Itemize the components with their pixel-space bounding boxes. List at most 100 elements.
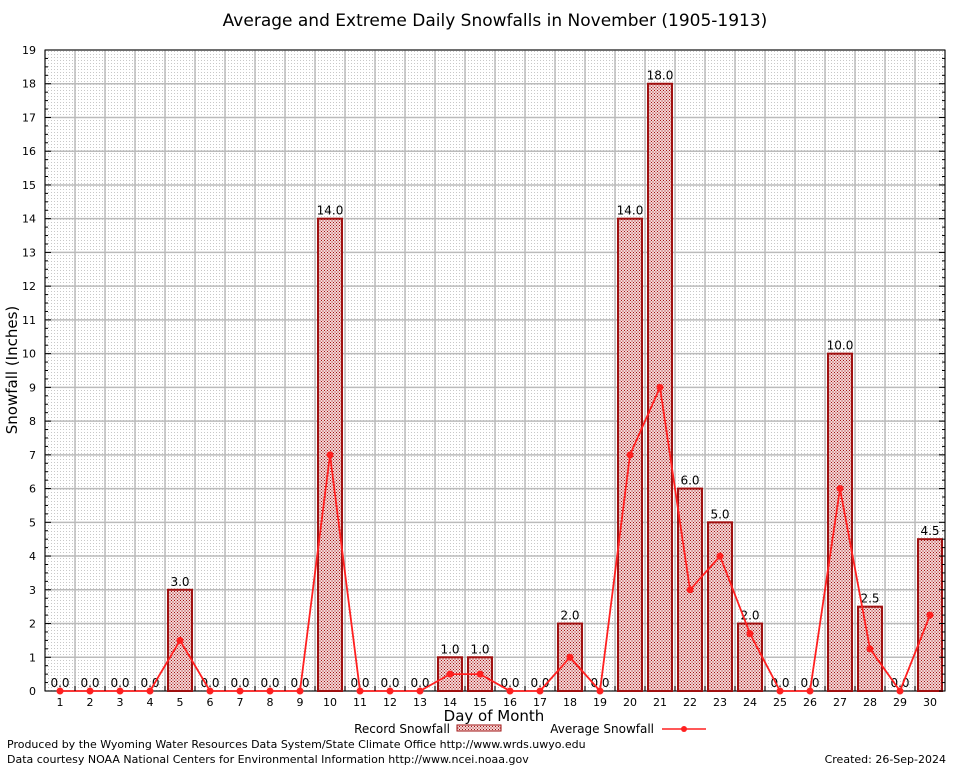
average-point-day-28 bbox=[866, 645, 874, 653]
footer-produced: Produced by the Wyoming Water Resources … bbox=[7, 738, 586, 751]
y-tick-label: 6 bbox=[29, 483, 36, 496]
bar-data-label: 1.0 bbox=[440, 642, 459, 656]
x-tick-label: 9 bbox=[297, 696, 304, 709]
legend-record-swatch bbox=[456, 724, 502, 732]
x-tick-label: 30 bbox=[923, 696, 937, 709]
bar-record-day-23 bbox=[707, 521, 733, 692]
average-point-day-14 bbox=[446, 670, 454, 678]
x-tick-label: 18 bbox=[563, 696, 577, 709]
average-point-day-12 bbox=[386, 687, 394, 695]
average-point-day-15 bbox=[476, 670, 484, 678]
x-tick-label: 24 bbox=[743, 696, 757, 709]
bar-data-label: 6.0 bbox=[680, 474, 699, 488]
average-point-day-13 bbox=[416, 687, 424, 695]
average-point-day-27 bbox=[836, 485, 844, 493]
x-tick-label: 21 bbox=[653, 696, 667, 709]
bar-data-label: 3.0 bbox=[170, 575, 189, 589]
y-tick-label: 9 bbox=[29, 381, 36, 394]
average-point-day-8 bbox=[266, 687, 274, 695]
bar-data-label: 0.0 bbox=[140, 676, 159, 690]
bar-data-label: 0.0 bbox=[380, 676, 399, 690]
y-tick-label: 15 bbox=[22, 179, 36, 192]
x-tick-label: 3 bbox=[117, 696, 124, 709]
y-tick-label: 13 bbox=[22, 246, 36, 259]
average-point-day-16 bbox=[506, 687, 514, 695]
bar-data-label: 0.0 bbox=[800, 676, 819, 690]
average-point-day-1 bbox=[56, 687, 64, 695]
y-tick-label: 14 bbox=[22, 213, 36, 226]
bar-data-label: 0.0 bbox=[260, 676, 279, 690]
x-tick-label: 19 bbox=[593, 696, 607, 709]
average-point-day-7 bbox=[236, 687, 244, 695]
bar-data-label: 0.0 bbox=[230, 676, 249, 690]
bar-record-day-27 bbox=[827, 352, 853, 692]
bar-data-label: 0.0 bbox=[500, 676, 519, 690]
bar-data-label: 0.0 bbox=[80, 676, 99, 690]
bar-data-label: 18.0 bbox=[647, 69, 674, 83]
bar-record-day-20 bbox=[617, 217, 643, 692]
x-tick-label: 2 bbox=[87, 696, 94, 709]
bar-data-label: 0.0 bbox=[350, 676, 369, 690]
x-tick-label: 15 bbox=[473, 696, 487, 709]
x-tick-label: 12 bbox=[383, 696, 397, 709]
y-tick-label: 0 bbox=[29, 685, 36, 698]
average-point-day-9 bbox=[296, 687, 304, 695]
legend: Record Snowfall Average Snowfall bbox=[354, 722, 706, 736]
average-point-day-29 bbox=[896, 687, 904, 695]
x-tick-label: 23 bbox=[713, 696, 727, 709]
y-tick-label: 18 bbox=[22, 78, 36, 91]
bar-data-label: 0.0 bbox=[770, 676, 789, 690]
chart-title: Average and Extreme Daily Snowfalls in N… bbox=[223, 11, 768, 31]
average-point-day-23 bbox=[716, 552, 724, 560]
average-point-day-30 bbox=[926, 611, 934, 619]
footer-created: Created: 26-Sep-2024 bbox=[824, 753, 946, 766]
x-tick-label: 29 bbox=[893, 696, 907, 709]
x-tick-label: 16 bbox=[503, 696, 517, 709]
legend-average-marker bbox=[681, 726, 687, 732]
y-tick-label: 10 bbox=[22, 348, 36, 361]
y-tick-label: 3 bbox=[29, 584, 36, 597]
bar-data-label: 5.0 bbox=[710, 507, 729, 521]
average-point-day-4 bbox=[146, 687, 154, 695]
x-tick-label: 5 bbox=[177, 696, 184, 709]
x-tick-label: 13 bbox=[413, 696, 427, 709]
bar-data-label: 0.0 bbox=[50, 676, 69, 690]
bar-data-label: 2.0 bbox=[560, 609, 579, 623]
x-tick-label: 28 bbox=[863, 696, 877, 709]
average-point-day-26 bbox=[806, 687, 814, 695]
y-tick-label: 11 bbox=[22, 314, 36, 327]
x-tick-label: 4 bbox=[147, 696, 154, 709]
x-tick-label: 26 bbox=[803, 696, 817, 709]
average-point-day-25 bbox=[776, 687, 784, 695]
x-tick-label: 6 bbox=[207, 696, 214, 709]
average-point-day-10 bbox=[326, 451, 334, 459]
average-point-day-18 bbox=[566, 653, 574, 661]
bar-data-label: 14.0 bbox=[317, 204, 344, 218]
footer-courtesy: Data courtesy NOAA National Centers for … bbox=[7, 753, 529, 766]
bar-data-label: 0.0 bbox=[200, 676, 219, 690]
average-point-day-11 bbox=[356, 687, 364, 695]
x-tick-label: 7 bbox=[237, 696, 244, 709]
x-tick-label: 8 bbox=[267, 696, 274, 709]
bar-data-label: 2.5 bbox=[860, 592, 879, 606]
bar-data-label: 1.0 bbox=[470, 642, 489, 656]
x-tick-label: 20 bbox=[623, 696, 637, 709]
y-axis-label: Snowfall (Inches) bbox=[3, 306, 21, 434]
average-point-day-5 bbox=[176, 636, 184, 644]
bar-data-label: 0.0 bbox=[110, 676, 129, 690]
x-axis-label: Day of Month bbox=[444, 707, 545, 725]
average-point-day-3 bbox=[116, 687, 124, 695]
average-point-day-21 bbox=[656, 383, 664, 391]
y-tick-label: 17 bbox=[22, 111, 36, 124]
x-tick-label: 22 bbox=[683, 696, 697, 709]
average-point-day-20 bbox=[626, 451, 634, 459]
average-point-day-6 bbox=[206, 687, 214, 695]
y-tick-label: 8 bbox=[29, 415, 36, 428]
x-tick-label: 1 bbox=[57, 696, 64, 709]
x-tick-label: 11 bbox=[353, 696, 367, 709]
y-tick-label: 7 bbox=[29, 449, 36, 462]
y-tick-label: 16 bbox=[22, 145, 36, 158]
y-tick-label: 12 bbox=[22, 280, 36, 293]
x-tick-label: 27 bbox=[833, 696, 847, 709]
